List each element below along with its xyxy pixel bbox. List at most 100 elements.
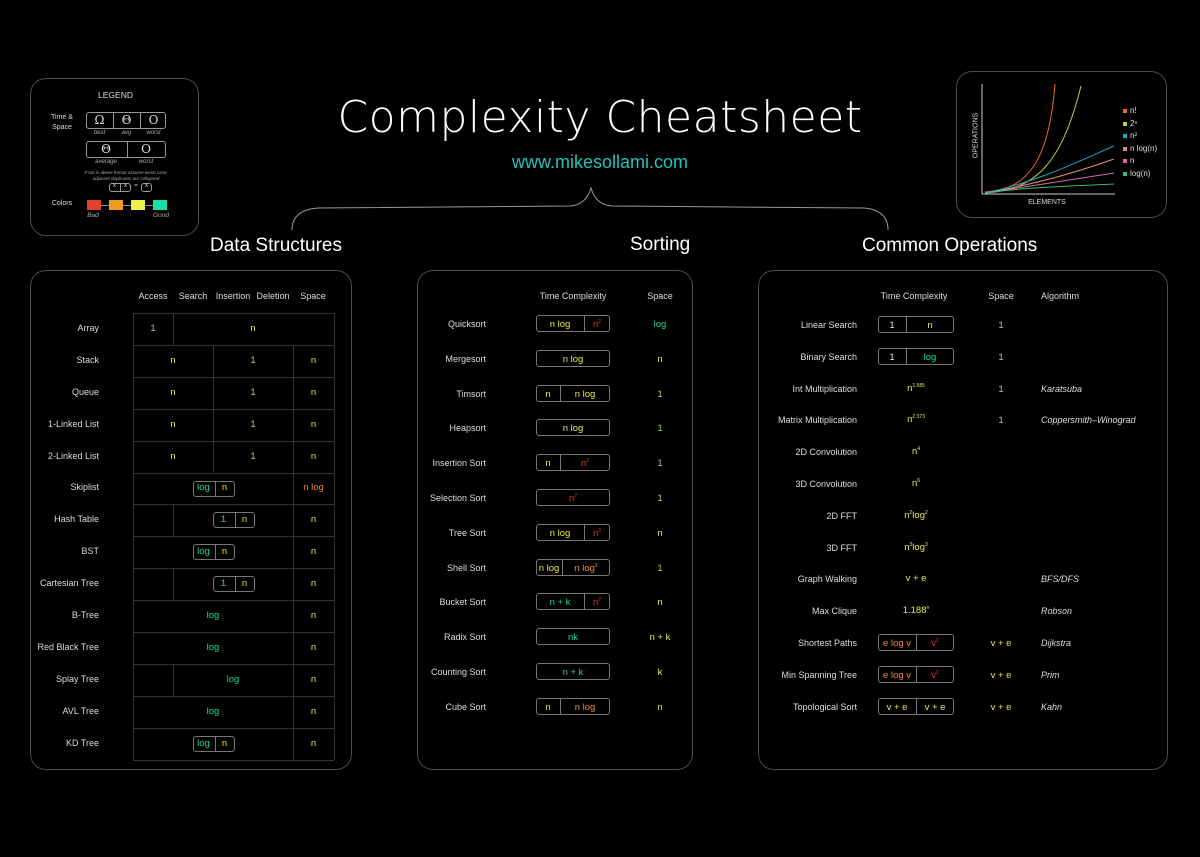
- sort-row-label: Radix Sort: [443, 632, 486, 643]
- value-superscript: 3: [909, 541, 913, 548]
- ds-row-label: Stack: [76, 354, 99, 365]
- sort-space-value: 1: [657, 423, 663, 435]
- value-superscript: 2: [909, 509, 913, 516]
- sort-value: n2: [536, 493, 610, 504]
- value-text: log: [923, 351, 937, 363]
- ds-grid-vline: [173, 568, 174, 601]
- graph-legend-label: n!: [1130, 106, 1137, 115]
- sort-row-label: Counting Sort: [430, 667, 486, 677]
- sort-value-box: [536, 593, 610, 611]
- ds-value: n: [250, 322, 256, 334]
- ops-row-label: 2D FFT: [826, 510, 858, 521]
- ds-grid-vline: [213, 344, 214, 377]
- value-text: n log: [549, 527, 571, 539]
- ds-grid-vline: [133, 313, 134, 760]
- ds-value: 1: [250, 386, 256, 398]
- ds-value: 1: [250, 418, 256, 430]
- growth-graph-panel: OPERATIONS ELEMENTS n! 2ⁿ n² n log(n) n log(n…: [956, 71, 1167, 218]
- value-text: 1.188: [902, 605, 927, 617]
- sort-value: n log: [560, 389, 610, 400]
- value-text: n log: [574, 562, 595, 574]
- ops-value: v2: [916, 670, 954, 681]
- value-text: n log: [574, 388, 596, 400]
- value-text: v + e: [905, 573, 927, 585]
- ops-value-box: [878, 697, 954, 715]
- sort-value: n2: [560, 458, 610, 469]
- value-superscript: n: [926, 605, 930, 612]
- ds-grid-vline: [293, 344, 294, 760]
- legend-panel: LEGEND Time & Space Ω Θ O best avg worst…: [30, 78, 199, 236]
- legend-bad-label: Bad: [87, 212, 99, 219]
- value-text: n log: [574, 701, 596, 713]
- sort-space-value: log: [653, 319, 667, 330]
- legend-theta: Θ: [121, 113, 132, 127]
- legend-worst-label-2: worst: [138, 159, 154, 165]
- ds-space-value: n: [310, 418, 317, 430]
- value-superscript: 2: [598, 527, 602, 534]
- ops-box-separator: [916, 698, 917, 714]
- legend-best-label: best: [93, 130, 106, 136]
- sorting-panel: Time Complexity Space Quicksort n log n2 log M…: [417, 270, 693, 770]
- sort-row-label: Heapsort: [449, 423, 486, 434]
- value-text: n: [904, 509, 910, 521]
- sort-box-separator: [584, 524, 585, 540]
- ops-space-value: 1: [998, 320, 1004, 331]
- value-superscript: 2: [586, 458, 590, 465]
- sort-row-label: Quicksort: [447, 319, 486, 329]
- ds-grid-hline: [133, 408, 334, 410]
- sort-value: n + k: [536, 667, 610, 678]
- ds-grid-vline: [213, 408, 214, 441]
- value-text: n log: [562, 423, 584, 435]
- legend-big-o-2: O: [141, 142, 151, 156]
- value-text: n: [545, 701, 551, 713]
- ops-box-separator: [916, 635, 917, 650]
- value-text: n: [911, 478, 918, 490]
- site-url-link[interactable]: www.mikesollami.com: [511, 152, 689, 172]
- ds-value: 1: [220, 514, 227, 526]
- legend-worst-label: worst: [146, 130, 161, 136]
- sort-value-box: [536, 558, 610, 576]
- ds-row-label: Cartesian Tree: [39, 578, 99, 589]
- legend-average-label: average: [95, 159, 117, 165]
- sort-value-box: [536, 454, 610, 472]
- legend-row1-box: [86, 112, 166, 129]
- ds-row-label: BST: [81, 546, 99, 557]
- ops-row-label: Graph Walking: [797, 574, 857, 585]
- graph-legend-swatch: [1123, 171, 1127, 176]
- ops-value-box: [878, 347, 954, 365]
- ds-box-separator: [215, 545, 216, 560]
- ops-value: n3log3: [878, 542, 954, 553]
- sort-value: n2: [584, 597, 610, 608]
- ds-value: n: [221, 546, 228, 558]
- value-text: n log: [538, 562, 560, 574]
- sort-value-box: [536, 349, 610, 367]
- sort-value: n: [536, 702, 560, 713]
- section-title-common-operations: Common Operations: [862, 235, 1038, 256]
- section-brace: [291, 186, 889, 231]
- ops-row-label: 3D Convolution: [795, 479, 857, 489]
- sort-box-separator: [560, 385, 561, 401]
- legend-color-bad: [87, 200, 101, 210]
- value-text: n: [545, 458, 551, 470]
- ops-space-value: 1: [998, 351, 1004, 363]
- ops-space-value: 1: [998, 383, 1004, 395]
- ds-space-value: n: [310, 673, 317, 685]
- ds-box-separator: [215, 736, 216, 751]
- value-text-2: log: [912, 541, 925, 553]
- ds-grid-hline: [133, 727, 334, 729]
- ds-column-header: Deletion: [256, 291, 290, 301]
- sort-value: n2: [584, 528, 610, 539]
- value-superscript: 1.585: [912, 382, 925, 389]
- ops-value: log: [906, 352, 954, 363]
- ops-value-box: [878, 316, 954, 333]
- ds-value: log: [206, 705, 220, 717]
- ops-value-box: [878, 665, 954, 683]
- section-title-sorting: Sorting: [630, 234, 691, 255]
- ops-value: 1: [878, 352, 906, 363]
- ops-value: e log v: [878, 670, 916, 681]
- ds-space-value: n: [310, 546, 317, 558]
- graph-legend-swatch: [1123, 109, 1127, 113]
- ops-value: n2log2: [878, 510, 954, 521]
- value-text: n: [911, 446, 918, 458]
- sort-space-value: 1: [657, 493, 663, 504]
